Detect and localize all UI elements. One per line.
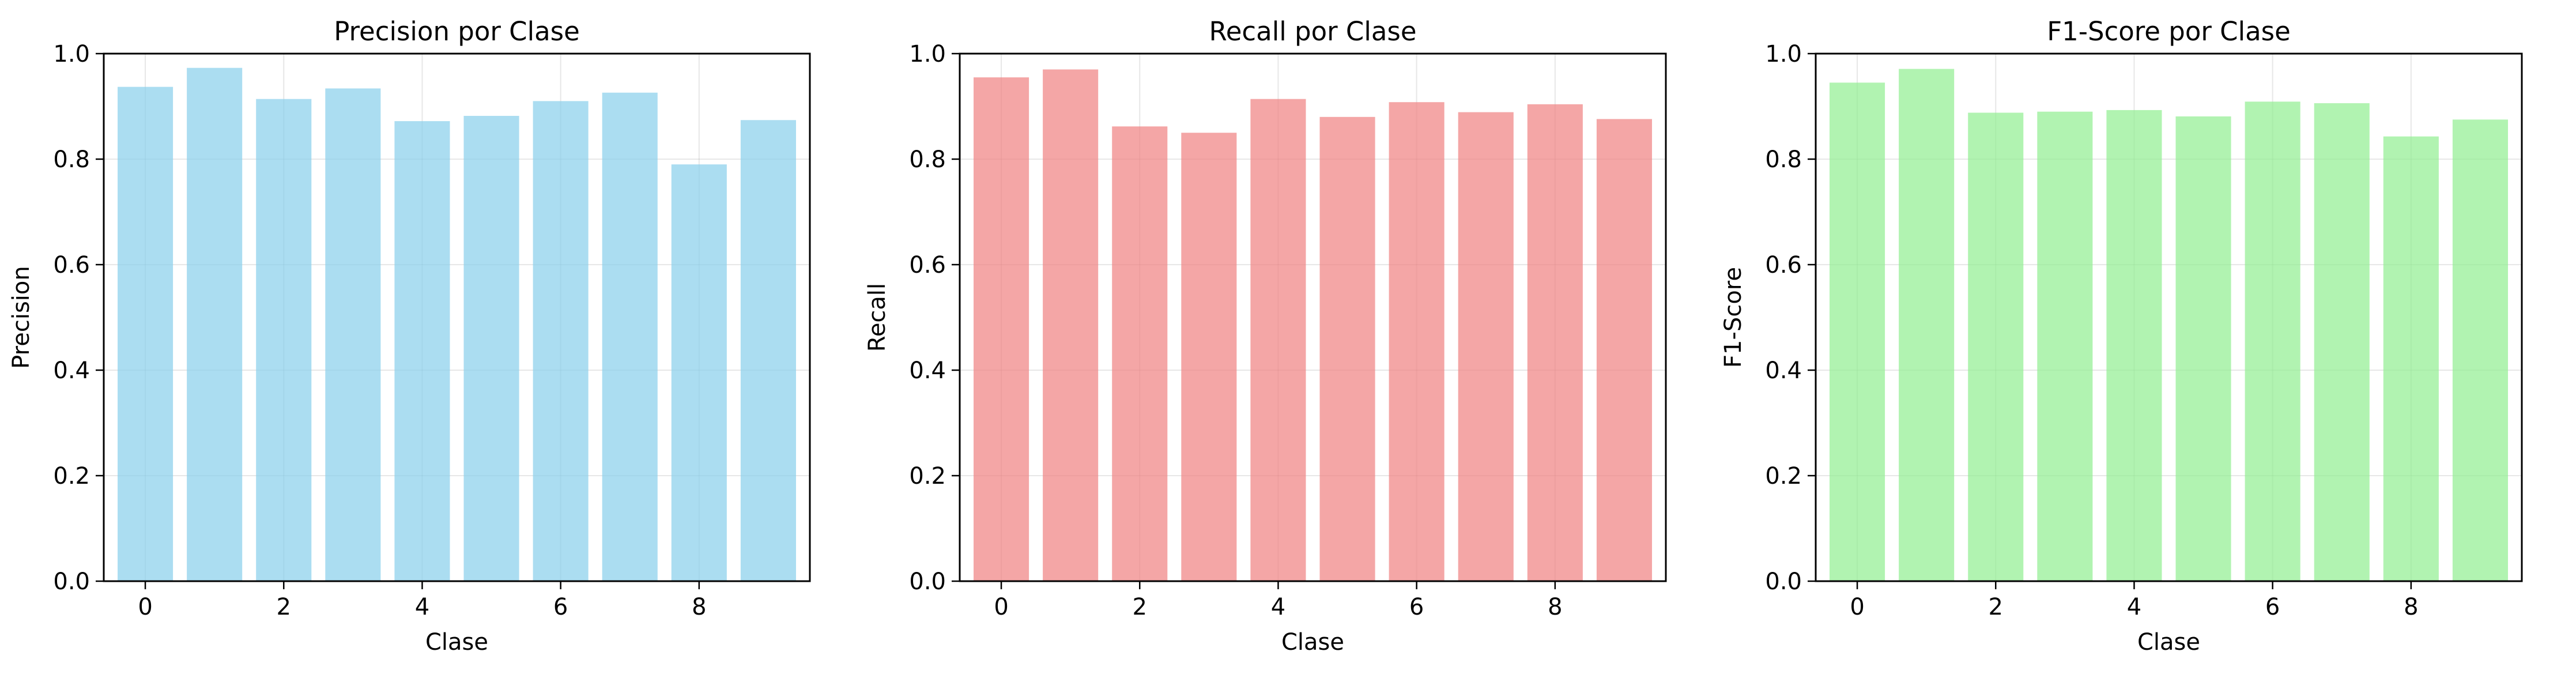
y-axis-ticks: 0.0 0.2 0.4 0.6 0.8 1.0 [53,41,104,595]
y-tick-label: 0.2 [53,463,90,490]
bar [1596,119,1652,582]
x-axis-ticks: 0 2 4 6 8 [138,581,707,620]
bar [1968,112,2024,582]
y-axis-ticks: 0.0 0.2 0.4 0.6 0.8 1.0 [909,41,960,595]
panel-title: Precision por Clase [334,16,580,47]
y-tick-label: 0.6 [53,252,90,278]
bar [974,77,1029,582]
x-tick-label: 8 [1548,594,1562,620]
y-axis-label: Recall [864,283,891,352]
y-tick-label: 0.0 [53,568,90,595]
x-tick-label: 6 [553,594,568,620]
y-tick-label: 0.2 [909,463,946,490]
x-axis-ticks: 0 2 4 6 8 [1850,581,2419,620]
bar [1527,104,1583,582]
y-tick-label: 0.4 [53,357,90,384]
bar [533,101,589,582]
y-tick-label: 0.0 [909,568,946,595]
bar [1458,112,1514,581]
y-tick-label: 1.0 [1765,41,1802,67]
y-tick-label: 1.0 [909,41,946,67]
bar [463,115,519,582]
y-axis-ticks: 0.0 0.2 0.4 0.6 0.8 1.0 [1765,41,1816,595]
bar [1830,82,1885,581]
bar [118,86,174,581]
y-tick-label: 0.8 [909,146,946,173]
bar [2245,101,2300,581]
bar [1899,69,1955,581]
x-tick-label: 4 [1271,594,1285,620]
y-tick-label: 0.8 [1765,146,1802,173]
panel-title: F1-Score por Clase [2047,16,2291,47]
plot-frame [1815,52,2523,582]
x-axis-ticks: 0 2 4 6 8 [994,581,1563,620]
f1-score-panel: F1-Score por Clase 0.0 0.2 0.4 0.6 0.8 1.0 0 2… [1720,16,2523,656]
bar-series [1830,69,2508,582]
y-tick-label: 0.4 [1765,357,1802,384]
bar [2383,136,2439,581]
y-tick-label: 1.0 [53,41,90,67]
bar [394,121,450,581]
bar [602,92,658,582]
bar [1319,116,1375,582]
x-axis-label: Clase [425,629,488,656]
x-axis-label: Clase [2137,629,2200,656]
x-tick-label: 4 [415,594,429,620]
bar [2175,116,2231,581]
x-tick-label: 8 [692,594,706,620]
bar [1389,102,1444,581]
x-tick-label: 0 [1850,594,1864,620]
y-tick-label: 0.8 [53,146,90,173]
y-tick-label: 0.0 [1765,568,1802,595]
bar [325,88,381,581]
y-tick-label: 0.4 [909,357,946,384]
y-axis-label: Precision [8,266,35,368]
x-tick-label: 0 [994,594,1008,620]
plot-frame [959,52,1667,582]
bar [1181,133,1237,581]
plot-frame [103,52,811,582]
bar [1112,126,1168,581]
bar-series [118,67,796,582]
bar [2037,111,2093,581]
x-tick-label: 6 [2265,594,2280,620]
bar [2314,103,2370,581]
y-axis-label: F1-Score [1720,267,1747,368]
bar [187,67,243,581]
bar [256,99,312,581]
bar [671,164,727,581]
x-tick-label: 0 [138,594,152,620]
bar [740,120,796,581]
y-tick-label: 0.6 [1765,252,1802,278]
panel-title: Recall por Clase [1209,16,1416,47]
y-tick-label: 0.6 [909,252,946,278]
bar [1043,69,1099,581]
x-tick-label: 6 [1409,594,1424,620]
bar-series [974,69,1652,582]
x-tick-label: 2 [1133,594,1147,620]
x-tick-label: 2 [1989,594,2003,620]
bar [2452,119,2508,581]
x-tick-label: 8 [2404,594,2418,620]
precision-panel: Precision por Clase 0.0 0.2 0.4 0.6 0.8 1.0 0… [8,16,811,656]
x-tick-label: 2 [277,594,291,620]
x-axis-label: Clase [1281,629,1344,656]
bar [1250,99,1306,581]
y-tick-label: 0.2 [1765,463,1802,490]
bar [2106,110,2162,581]
recall-panel: Recall por Clase 0.0 0.2 0.4 0.6 0.8 1.0 0 2 4 6… [864,16,1667,656]
x-tick-label: 4 [2127,594,2141,620]
